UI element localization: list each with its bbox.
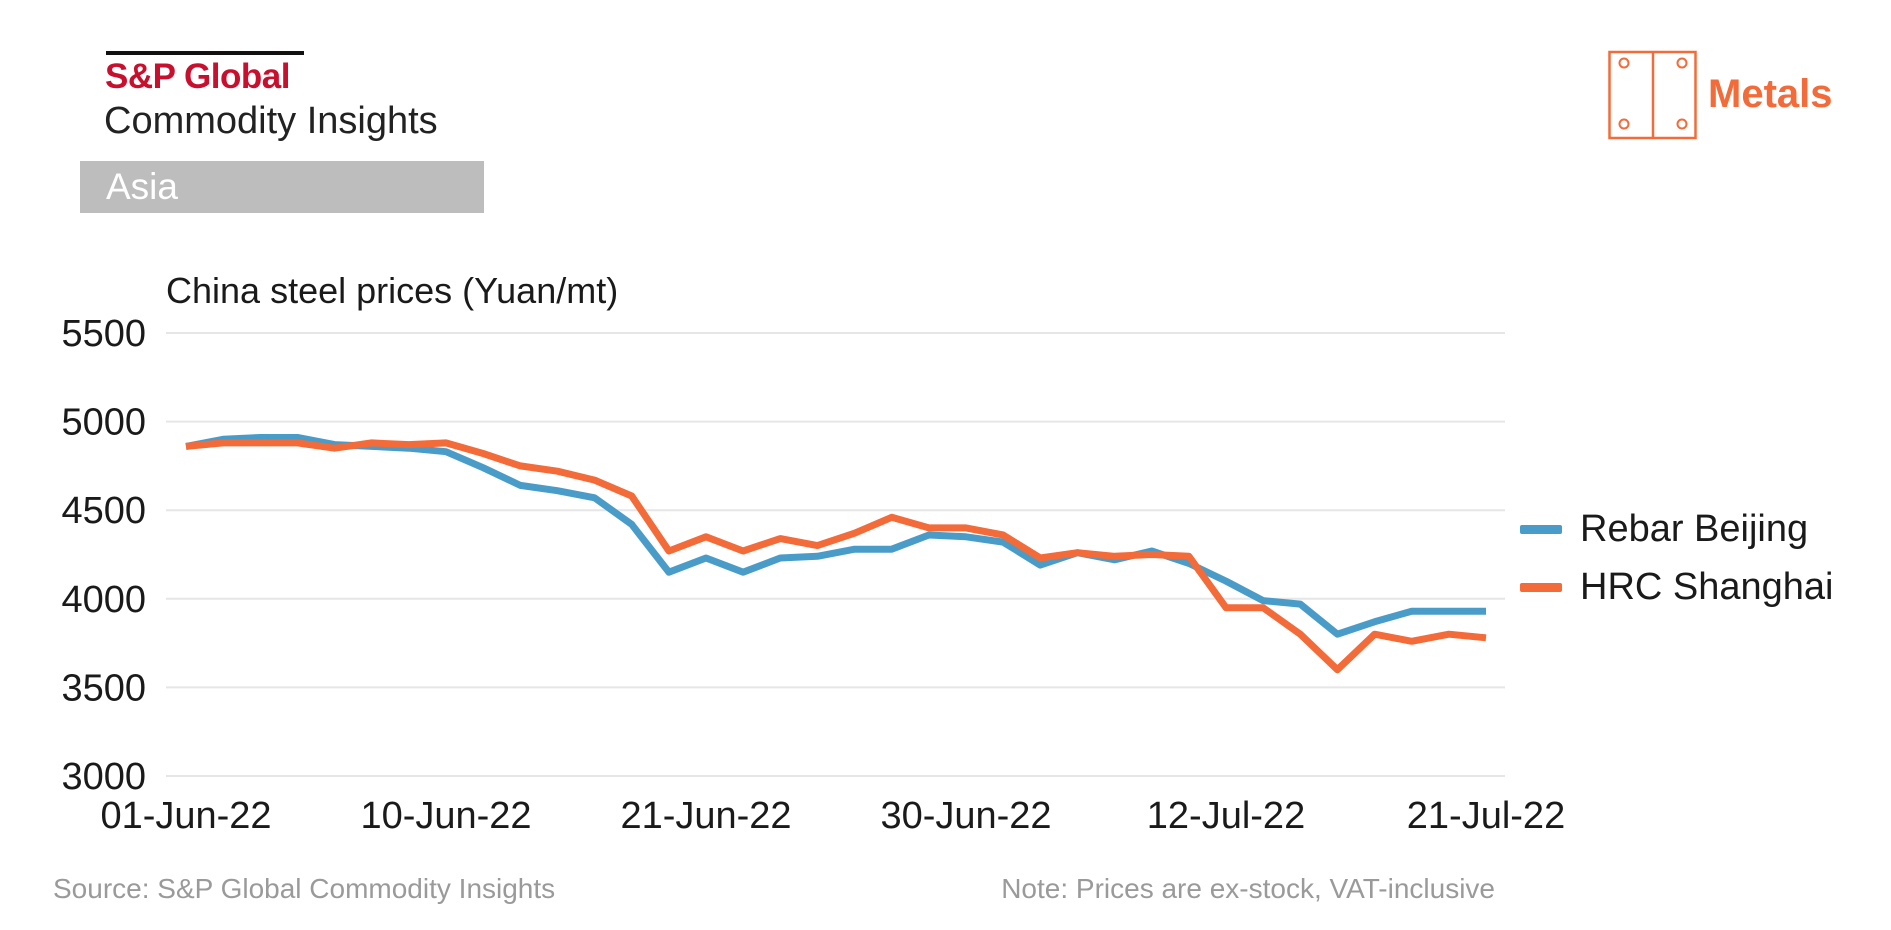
chart-title: China steel prices (Yuan/mt) (166, 270, 619, 311)
legend-swatch-rebar-beijing (1520, 524, 1562, 534)
chart-legend: Rebar Beijing HRC Shanghai (1520, 500, 1833, 616)
brand-rule (106, 51, 304, 55)
x-tick-label: 21-Jun-22 (620, 795, 791, 837)
brand-subtitle: Commodity Insights (104, 100, 438, 142)
legend-label-hrc-shanghai: HRC Shanghai (1580, 565, 1834, 608)
series-lines (185, 434, 1487, 674)
region-label: Asia (106, 166, 178, 207)
series-line-rebar-beijing (185, 434, 1486, 638)
x-tick-label: 10-Jun-22 (360, 795, 531, 837)
y-tick-label: 5500 (61, 313, 146, 355)
source-note: Source: S&P Global Commodity Insights (53, 873, 556, 904)
line-chart: 3000 3500 4000 4500 5000 5500 01-Jun-22 10-Jun… (61, 313, 1565, 837)
legend-item-hrc-shanghai: HRC Shanghai (1520, 558, 1833, 616)
metals-icon (1608, 50, 1697, 140)
x-tick-label: 21-Jul-22 (1407, 795, 1565, 837)
x-tick-label: 12-Jul-22 (1147, 795, 1305, 837)
y-tick-label: 4000 (61, 579, 146, 621)
x-tick-label: 01-Jun-22 (100, 795, 271, 837)
region-banner: Asia (80, 161, 484, 213)
sector-label: Metals (1708, 72, 1833, 116)
y-tick-label: 3000 (61, 756, 146, 798)
series-line-hrc-shanghai (185, 439, 1487, 674)
y-tick-label: 5000 (61, 402, 146, 444)
y-axis-ticks: 3000 3500 4000 4500 5000 5500 (61, 313, 146, 798)
x-axis-ticks: 01-Jun-22 10-Jun-22 21-Jun-22 30-Jun-22 12-J… (100, 795, 1565, 837)
grid-lines (166, 332, 1505, 777)
x-tick-label: 30-Jun-22 (880, 795, 1051, 837)
y-tick-label: 3500 (61, 667, 146, 709)
legend-swatch-hrc-shanghai (1520, 582, 1562, 592)
price-note: Note: Prices are ex-stock, VAT-inclusive (1001, 873, 1495, 904)
legend-label-rebar-beijing: Rebar Beijing (1580, 507, 1809, 550)
brand-logo-text: S&P Global (105, 57, 290, 96)
y-tick-label: 4500 (61, 490, 146, 532)
legend-item-rebar-beijing: Rebar Beijing (1520, 500, 1833, 558)
